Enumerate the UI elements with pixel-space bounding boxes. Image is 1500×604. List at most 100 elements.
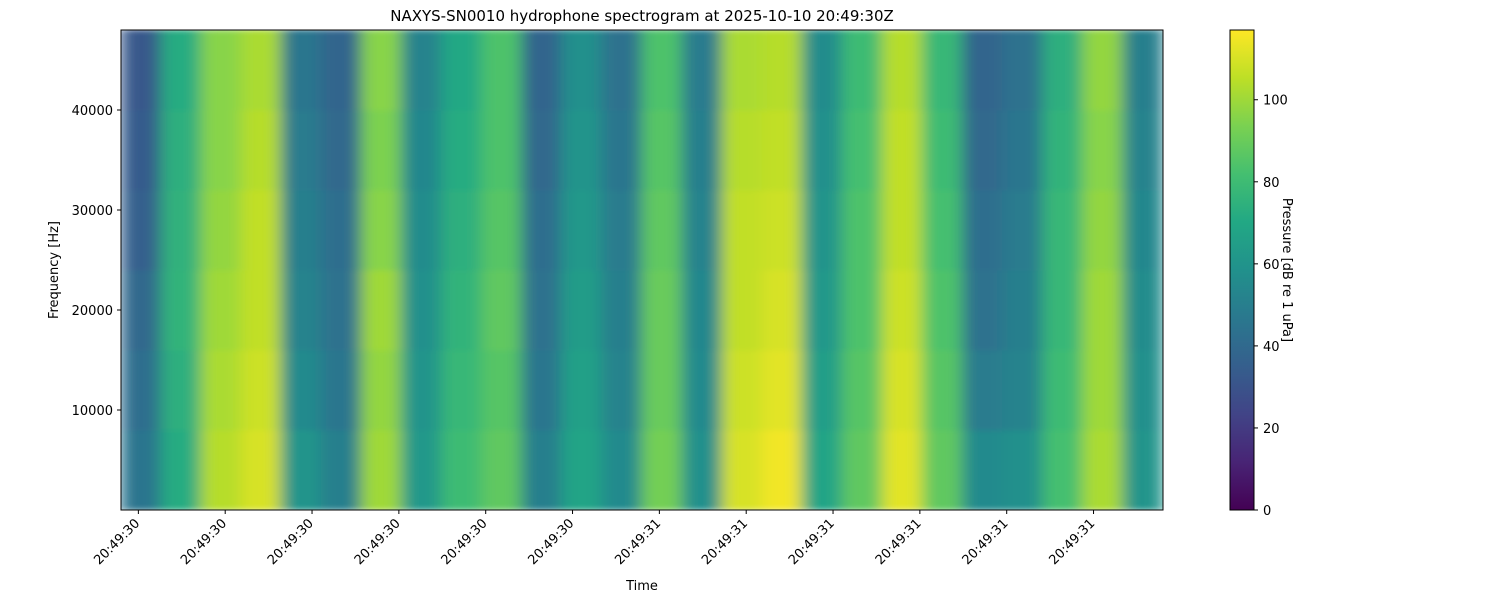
heatmap-cell [801,109,843,191]
x-tick-label: 20:49:30 [525,516,577,568]
heatmap-cell [360,109,403,191]
x-tick-label: 20:49:31 [612,516,664,568]
heatmap-cell [962,189,1004,271]
heatmap-cell [481,30,523,111]
heatmap-cell [1082,30,1124,111]
heatmap-cell [721,109,763,191]
colorbar-tick-label: 0 [1263,504,1271,519]
heatmap-cell [160,429,202,510]
heatmap-cell [521,30,563,111]
heatmap-cell [240,429,282,510]
colorbar [1229,29,1255,511]
heatmap-cell [160,269,202,351]
x-tick-label: 20:49:31 [699,516,751,568]
heatmap-cell [160,30,202,111]
heatmap-cell [681,109,723,191]
x-axis-label: Time [625,579,658,594]
heatmap-cell [360,30,403,111]
heatmap-cell [121,30,162,111]
heatmap-cell [841,189,883,271]
heatmap-cell [1002,269,1044,351]
heatmap-cell [681,30,723,111]
heatmap-cell [320,109,362,191]
heatmap-cell [121,349,162,431]
heatmap-cell [721,429,763,510]
heatmap-cell [881,109,924,191]
heatmap-cell [721,30,763,111]
heatmap-cell [240,349,282,431]
heatmap-cell [521,349,563,431]
y-tick-label: 10000 [72,404,113,419]
colorbar-tick-label: 100 [1263,94,1288,109]
x-tick-label: 20:49:31 [873,516,925,568]
plot-frame [120,29,1164,511]
heatmap-cell [320,30,362,111]
heatmap-cell [1082,109,1124,191]
heatmap-cell [481,429,523,510]
heatmap-cell [641,349,683,431]
heatmap-cell [681,429,723,510]
heatmap-cell [1002,349,1044,431]
heatmap-cell [801,269,843,351]
heatmap-cell [280,429,322,510]
heatmap-cell [521,269,563,351]
heatmap-cell [1002,30,1044,111]
heatmap-cell [561,429,603,510]
heatmap-cell [121,189,162,271]
heatmap-cell [962,109,1004,191]
heatmap-cell [121,429,162,510]
heatmap-cell [561,189,603,271]
heatmap-cell [801,429,843,510]
heatmap-cell [280,189,322,271]
heatmap-cell [280,30,322,111]
heatmap-cell [441,349,483,431]
heatmap-cell [721,349,763,431]
heatmap-cell [962,349,1004,431]
heatmap-cell [401,189,443,271]
x-tick-label: 20:49:30 [91,516,143,568]
heatmap-cell [1082,349,1124,431]
heatmap-cell [641,30,683,111]
heatmap-cell [1082,429,1124,510]
heatmap-cell [481,349,523,431]
heatmap-cell [561,349,603,431]
heatmap-cell [200,349,242,431]
heatmap-cell [761,109,803,191]
heatmap-cell [441,109,483,191]
heatmap-cell [200,429,242,510]
y-tick-label: 20000 [72,304,113,319]
heatmap-cell [601,109,643,191]
heatmap-cell [681,189,723,271]
heatmap-cell [360,189,403,271]
heatmap-cell [360,429,403,510]
x-tick-label: 20:49:30 [265,516,317,568]
heatmap-cell [922,189,964,271]
heatmap-cell [1122,349,1163,431]
heatmap-cell [841,30,883,111]
heatmap-cell [761,30,803,111]
heatmap-cell [320,429,362,510]
heatmap-cell [801,189,843,271]
heatmap-cell [121,269,162,351]
heatmap-cell [320,269,362,351]
heatmap-cell [922,30,964,111]
heatmap-cell [160,189,202,271]
heatmap-cell [561,109,603,191]
heatmap-cell [1122,109,1163,191]
heatmap-cell [761,269,803,351]
heatmap-cell [681,349,723,431]
heatmap-cell [1122,269,1163,351]
heatmap-cell [1042,30,1084,111]
y-tick-label: 30000 [72,204,113,219]
heatmap-cell [962,429,1004,510]
heatmap-cell [481,189,523,271]
heatmap-cell [1002,429,1044,510]
heatmap-cell [121,109,162,191]
heatmap-cell [761,189,803,271]
heatmap-cell [1122,429,1163,510]
colorbar-label: Pressure [dB re 1 uPa] [1279,198,1294,342]
heatmap-cell [721,189,763,271]
heatmap-cell [200,189,242,271]
heatmap-cell [240,189,282,271]
